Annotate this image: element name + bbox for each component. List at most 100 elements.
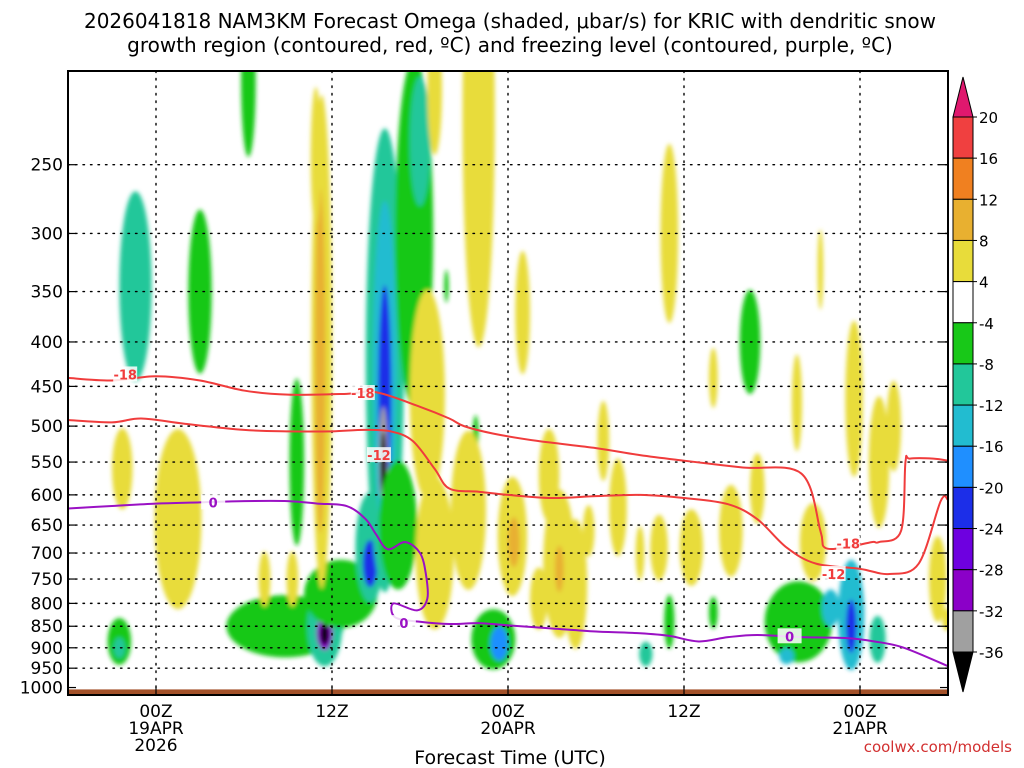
y-axis: 2503003504004505005506006507007508008509… <box>20 156 948 699</box>
downward-motion-cell-67 <box>750 453 765 524</box>
x-tick-label-48-0: 00Z <box>843 702 876 722</box>
colorbar-bottom-arrow <box>952 651 974 693</box>
contour-label-0-2: 0 <box>785 630 794 645</box>
downward-motion-cell-49 <box>427 71 442 155</box>
x-tick-label-36-0: 12Z <box>667 702 700 722</box>
downward-motion-cell-63 <box>650 514 668 581</box>
downward-motion-cell-40 <box>799 503 827 582</box>
x-axis-label: Forecast Time (UTC) <box>414 747 605 768</box>
colorbar-label--12: -12 <box>979 397 1004 415</box>
downward-motion-cell-66 <box>708 347 718 408</box>
contour-label--18-1: -18 <box>351 387 375 402</box>
upward-motion-cell-29 <box>764 581 833 663</box>
contour-lines: -18 -18 -18 -12 -12 0 0 0 <box>68 366 948 668</box>
colorbar-segment-9 <box>952 281 974 324</box>
x-tick-label-24-0: 00Z <box>491 702 524 722</box>
colorbar-segment-13 <box>952 116 974 159</box>
x-tick-label-0-2: 2026 <box>134 736 177 756</box>
downward-motion-cell-50 <box>409 289 445 500</box>
colorbar-segment-10 <box>952 239 974 283</box>
contour-label--12-0: -12 <box>367 449 391 464</box>
y-tick-label-900: 900 <box>31 639 63 659</box>
y-tick-label-950: 950 <box>31 659 63 679</box>
downward-motion-cell-61 <box>597 400 610 481</box>
contour-label-bg-2-0 <box>201 494 226 510</box>
y-tick-label-850: 850 <box>31 617 63 637</box>
y-tick-label-250: 250 <box>31 156 63 176</box>
contour-label-bg-0-0 <box>113 366 138 382</box>
contour-label-bg-2-2 <box>777 628 802 644</box>
colorbar-label-4: 4 <box>979 274 989 292</box>
omega-shading <box>107 71 948 671</box>
colorbar-label--4: -4 <box>979 315 994 333</box>
colorbar-segment-2 <box>952 569 974 612</box>
contour-label-bg-0-2 <box>836 535 861 551</box>
colorbar-segment-12 <box>952 157 974 200</box>
contour-line-0-2 <box>68 499 948 668</box>
y-tick-label-550: 550 <box>31 453 63 473</box>
x-tick-label-48-1: 21APR <box>832 719 888 739</box>
upward-motion-cell-13 <box>362 540 378 588</box>
y-tick-label-450: 450 <box>31 377 63 397</box>
chart-title-line-1: 2026041818 NAM3KM Forecast Omega (shaded… <box>84 9 936 33</box>
contour-label-bg-2-1 <box>391 615 416 631</box>
y-tick-label-750: 750 <box>31 570 63 590</box>
downward-motion-cell-42 <box>315 187 326 534</box>
y-tick-label-500: 500 <box>31 417 63 437</box>
colorbar-segment-5 <box>952 445 974 488</box>
downward-motion-cell-65 <box>719 484 743 577</box>
downward-motion-cell-47 <box>112 428 133 510</box>
colorbar-top-arrow <box>952 76 974 118</box>
contour-label-bg-1-1 <box>821 565 846 581</box>
y-tick-label-600: 600 <box>31 486 63 506</box>
upward-motion-cell-10 <box>320 623 330 646</box>
y-tick-label-350: 350 <box>31 283 63 303</box>
upward-motion-cell-20 <box>409 76 431 207</box>
contour-label--12-1: -12 <box>822 568 846 583</box>
colorbar-label-8: 8 <box>979 232 989 250</box>
y-tick-label-400: 400 <box>31 333 63 353</box>
contour-label-bg-1-0 <box>366 447 391 463</box>
downward-motion-cell-48 <box>462 71 495 348</box>
colorbar-segment-8 <box>952 322 974 365</box>
colorbar-label-16: 16 <box>979 150 998 168</box>
x-tick-label-0-1: 19APR <box>128 719 184 739</box>
colorbar-label--24: -24 <box>979 521 1004 539</box>
contour-label--18-0: -18 <box>113 368 137 383</box>
colorbar-segment-11 <box>952 198 974 241</box>
upward-motion-cell-32 <box>779 647 795 665</box>
downward-motion-cell-58 <box>563 518 588 650</box>
y-tick-label-1000: 1000 <box>20 679 63 699</box>
downward-motion-cell-36 <box>791 354 803 452</box>
upward-motion-cell-3 <box>241 71 256 157</box>
downward-motion-cell-60 <box>609 458 627 557</box>
upward-motion-cell-2 <box>188 209 212 374</box>
upward-motion-cell-35 <box>708 596 718 629</box>
downward-motion-cell-37 <box>845 320 863 477</box>
y-tick-label-650: 650 <box>31 516 63 536</box>
chart-title-line-2: growth region (contoured, red, ºC) and f… <box>127 33 893 57</box>
colorbar-segment-1 <box>952 610 974 653</box>
y-tick-label-700: 700 <box>31 544 63 564</box>
downward-motion-cell-69 <box>817 229 824 310</box>
contour-label-0-0: 0 <box>209 496 218 511</box>
downward-motion-cell-43 <box>310 87 321 228</box>
contour-label-bg-0-1 <box>350 385 375 401</box>
credit-text: coolwx.com/models <box>864 738 1012 756</box>
colorbar-label--32: -32 <box>979 603 1004 621</box>
downward-motion-cell-51 <box>415 476 454 630</box>
upward-motion-cell-27 <box>639 641 653 667</box>
upward-motion-cell-34 <box>869 615 886 663</box>
colorbar: 20 16 12 8 4 -4 -8 -12 -16 -20 -24 -28 -32 -36 <box>952 76 1004 693</box>
contour-line--12-1 <box>68 417 948 576</box>
y-tick-label-300: 300 <box>31 224 63 244</box>
downward-motion-cell-54 <box>450 430 486 590</box>
downward-motion-cell-46 <box>154 429 202 610</box>
colorbar-label--28: -28 <box>979 562 1004 580</box>
contour-label--18-2: -18 <box>837 538 861 553</box>
upward-motion-cell-7 <box>289 378 305 546</box>
colorbar-label--36: -36 <box>979 644 1004 662</box>
contour-label-0-1: 0 <box>399 617 408 632</box>
y-tick-label-800: 800 <box>31 594 63 614</box>
